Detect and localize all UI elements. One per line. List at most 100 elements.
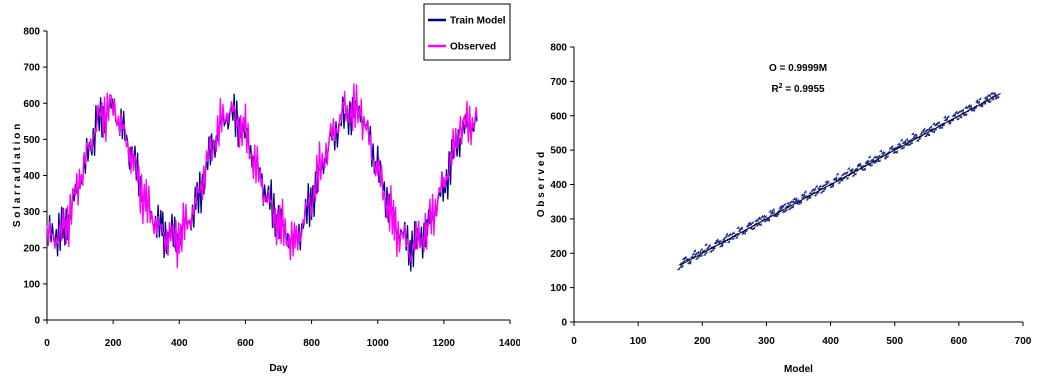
scatter-point-band xyxy=(978,96,982,100)
scatter-point-band xyxy=(869,163,873,167)
scatter-point-band xyxy=(943,118,947,122)
scatter-point-band xyxy=(917,135,921,139)
scatter-point-band xyxy=(760,214,764,218)
scatter-point-band xyxy=(891,147,895,151)
scatter-point-band xyxy=(856,163,860,167)
scatter-point-band xyxy=(789,205,793,209)
scatter-point-band xyxy=(912,135,916,139)
scatter-point-band xyxy=(903,140,907,144)
scatter-point-band xyxy=(941,123,945,127)
scatter-point-band xyxy=(949,118,953,122)
scatter-point-band xyxy=(776,209,780,213)
y-tick-label: 800 xyxy=(550,43,567,54)
scatter-point-band xyxy=(898,145,902,149)
scatter-point-band xyxy=(717,241,721,245)
y-tick-label: 300 xyxy=(23,207,40,218)
scatter-point-band xyxy=(853,172,857,176)
scatter-point-band xyxy=(915,138,919,142)
scatter-point-band xyxy=(858,162,862,166)
scatter-point-band xyxy=(702,252,706,256)
scatter-point-band xyxy=(840,172,844,176)
scatter-point-band xyxy=(778,205,782,209)
scatter-point-band xyxy=(986,93,990,97)
scatter-point-band xyxy=(842,176,846,180)
scatter-point-band xyxy=(981,100,985,104)
scatter-point-band xyxy=(946,119,950,123)
scatter-point-band xyxy=(925,132,929,136)
scatter-point-band xyxy=(734,235,738,239)
scatter-point-band xyxy=(774,211,778,215)
scatter-point-band xyxy=(878,149,882,153)
scatter-point-band xyxy=(694,251,698,255)
scatter-point-band xyxy=(861,167,865,171)
scatter-point-band xyxy=(699,247,703,251)
scatter-point-band xyxy=(676,267,680,271)
y-tick-label: 100 xyxy=(550,283,567,294)
scatter-point-band xyxy=(888,146,892,150)
scatter-point-band xyxy=(971,105,975,109)
scatter-point-band xyxy=(876,158,880,162)
scatter-point-band xyxy=(723,235,727,239)
scatter-point-band xyxy=(851,170,855,174)
scatter-point-band xyxy=(965,109,969,113)
scatter-point-band xyxy=(792,197,796,201)
scatter-point-band xyxy=(847,173,851,177)
scatter-point-band xyxy=(938,125,942,129)
scatter-point-band xyxy=(805,197,809,201)
scatter-point-band xyxy=(700,249,704,253)
scatter-point-band xyxy=(736,225,740,229)
scatter-point-band xyxy=(699,253,703,257)
scatter-point-band xyxy=(834,177,838,181)
scatter-point-band xyxy=(810,188,814,192)
scatter-point-band xyxy=(872,160,876,164)
scatter-point-band xyxy=(973,105,977,109)
y-tick-label: 100 xyxy=(23,279,40,290)
scatter-point-band xyxy=(848,168,852,172)
scatter-point-band xyxy=(797,199,801,203)
scatter-point-band xyxy=(860,166,864,170)
scatter-point-band xyxy=(716,240,720,244)
scatter-point-band xyxy=(887,150,891,154)
scatter-point-band xyxy=(744,228,748,232)
scatter-point-band xyxy=(750,227,754,231)
scatter-point-band xyxy=(739,226,743,230)
scatter-point-band xyxy=(754,218,758,222)
y-tick-label: 500 xyxy=(23,135,40,146)
scatter-point-band xyxy=(861,164,865,168)
scatter-point-band xyxy=(961,108,965,112)
scatter-point-band xyxy=(721,238,725,242)
scatter-point-band xyxy=(954,110,958,114)
scatter-point-band xyxy=(877,159,881,163)
scatter-point-band xyxy=(767,218,771,222)
x-tick-label: 400 xyxy=(171,338,188,349)
scatter-point-band xyxy=(858,163,862,167)
x-axis-label: Day xyxy=(269,363,288,374)
scatter-point-band xyxy=(822,183,826,187)
scatter-point-band xyxy=(896,144,900,148)
scatter-point-band xyxy=(955,111,959,115)
scatter-point-band xyxy=(923,129,927,133)
scatter-point-band xyxy=(927,133,931,137)
x-tick-label: 1200 xyxy=(433,338,456,349)
scatter-point-band xyxy=(922,131,926,135)
scatter-point-band xyxy=(794,197,798,201)
scatter-point-band xyxy=(692,249,696,253)
scatter-point-band xyxy=(893,150,897,154)
scatter-point-band xyxy=(704,242,708,246)
scatter-point-band xyxy=(850,169,854,173)
scatter-point-band xyxy=(978,103,982,107)
y-tick-label: 0 xyxy=(34,316,40,327)
scatter-point-band xyxy=(681,256,685,260)
scatter-point-band xyxy=(797,201,801,205)
r-squared-superscript: 2 xyxy=(779,83,783,90)
scatter-point-band xyxy=(916,138,920,142)
scatter-point-band xyxy=(863,163,867,167)
scatter-point-band xyxy=(927,127,931,131)
scatter-point-band xyxy=(733,233,737,237)
scatter-point-band xyxy=(845,170,849,174)
scatter-point-band xyxy=(970,107,974,111)
scatter-point-band xyxy=(724,232,728,236)
scatter-point-band xyxy=(871,159,875,163)
scatter-point-band xyxy=(819,190,823,194)
scatter-point-band xyxy=(882,151,886,155)
